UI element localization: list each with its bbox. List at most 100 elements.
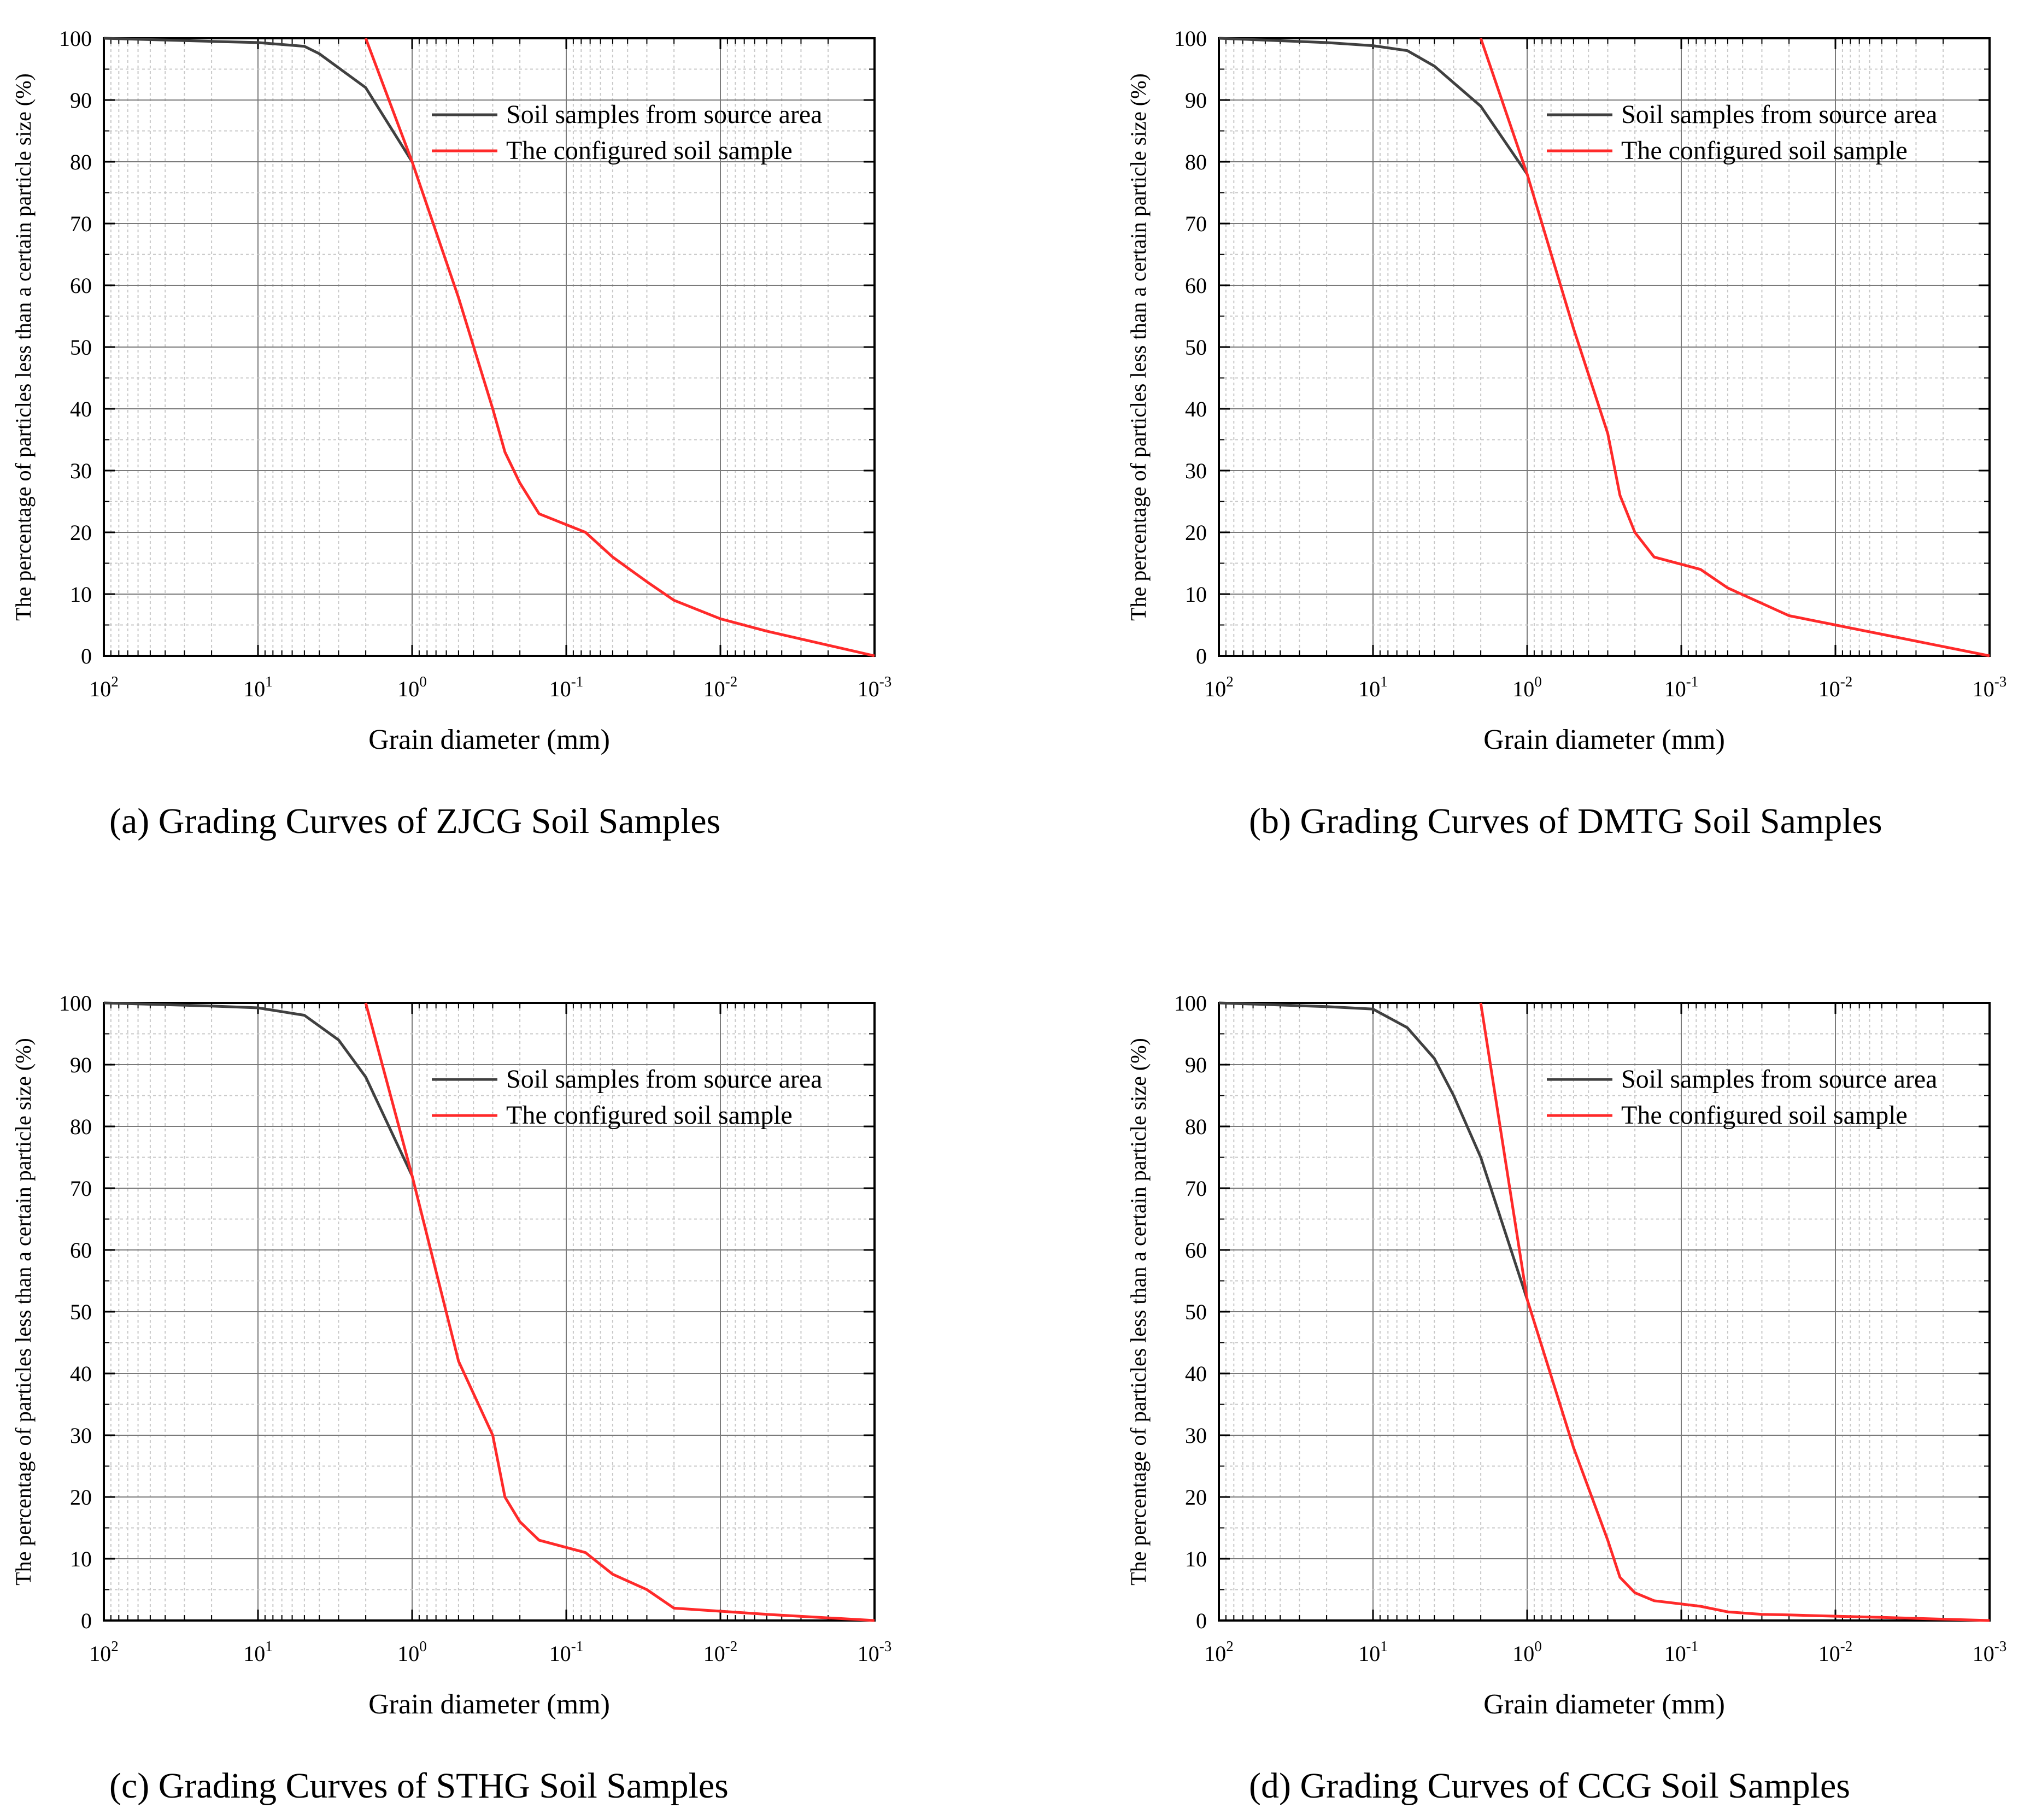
y-tick-label: 10 [1185, 582, 1207, 607]
x-tick-exponent: -3 [1994, 1638, 2007, 1654]
chart-panel-d: 102 101 100 10-1 10-2 10-3 0 10 20 30 40 50 60 70 80 90… [1115, 965, 2011, 1720]
x-tick-base: 10 [1358, 1641, 1380, 1666]
series-line-source [1218, 37, 1529, 175]
series-line-source [1218, 1001, 1529, 1300]
series-line-configured [1479, 38, 1990, 657]
y-tick-label: 20 [1185, 520, 1207, 545]
x-tick-label: 100 [397, 673, 427, 701]
chart-caption-a: (a) Grading Curves of ZJCG Soil Samples [109, 801, 721, 841]
y-tick-label: 90 [70, 88, 92, 113]
x-tick-label: 102 [89, 673, 119, 701]
y-axis-label: The percentage of particles less than a … [11, 73, 36, 621]
y-tick-label: 0 [81, 1608, 92, 1633]
chart-caption-d: (d) Grading Curves of CCG Soil Samples [1249, 1766, 1850, 1806]
legend-label: The configured soil sample [1621, 136, 1908, 165]
x-tick-base: 10 [1973, 677, 1994, 701]
y-tick-label: 30 [1185, 1423, 1207, 1448]
x-tick-exponent: -3 [879, 1638, 892, 1654]
x-tick-label: 101 [243, 673, 273, 701]
series-line-source [103, 1001, 414, 1177]
x-axis-label: Grain diameter (mm) [1483, 1689, 1725, 1720]
x-tick-label: 10-3 [858, 1638, 892, 1666]
x-tick-label: 10-1 [1664, 673, 1699, 701]
x-tick-label: 101 [243, 1638, 273, 1666]
x-tick-label: 10-3 [1973, 673, 2007, 701]
x-tick-base: 10 [1818, 677, 1840, 701]
legend-label: The configured soil sample [506, 136, 793, 165]
x-tick-base: 10 [703, 1641, 725, 1666]
grading-chart-b: 102 101 100 10-1 10-2 10-30102030405060708090… [1126, 26, 2007, 755]
y-tick-label: 70 [70, 212, 92, 236]
x-tick-label: 10-3 [1973, 1638, 2007, 1666]
x-tick-exponent: 1 [265, 1638, 273, 1654]
y-tick-label: 90 [1185, 1053, 1207, 1077]
y-tick-label: 0 [81, 644, 92, 668]
grid [1218, 1002, 1991, 1622]
x-tick-label: 10-2 [703, 1638, 738, 1666]
x-tick-label: 102 [1204, 1638, 1234, 1666]
x-tick-label: 102 [1204, 673, 1234, 701]
y-tick-label: 80 [70, 1114, 92, 1139]
x-tick-base: 10 [397, 677, 419, 701]
x-tick-label: 102 [89, 1638, 119, 1666]
x-tick-exponent: -1 [571, 1638, 584, 1654]
y-tick-label: 80 [1185, 150, 1207, 174]
x-tick-base: 10 [1204, 1641, 1226, 1666]
y-tick-label: 50 [70, 1300, 92, 1324]
x-tick-label: 10-1 [1664, 1638, 1699, 1666]
plot-frame [1218, 1002, 1991, 1622]
grading-chart-a: 102 101 100 10-1 10-2 10-30102030405060708090… [11, 26, 891, 755]
plot-frame [103, 1002, 876, 1622]
y-tick-label: 40 [70, 397, 92, 421]
x-axis-label: Grain diameter (mm) [368, 1689, 610, 1720]
chart-panel-b: 102 101 100 10-1 10-2 10-3 0 10 20 30 40 50 60 70 80 90… [1115, 0, 2011, 755]
x-axis-label: Grain diameter (mm) [1483, 724, 1725, 755]
x-tick-exponent: -2 [1840, 1638, 1853, 1654]
y-tick-label: 50 [1185, 1300, 1207, 1324]
y-tick-label: 90 [70, 1053, 92, 1077]
x-tick-exponent: 2 [111, 1638, 119, 1654]
y-tick-label: 40 [70, 1361, 92, 1386]
grid [1218, 37, 1991, 657]
x-tick-exponent: 0 [419, 1638, 427, 1654]
y-tick-label: 10 [1185, 1547, 1207, 1571]
plot-frame [103, 37, 876, 657]
grid [103, 37, 876, 657]
x-tick-label: 10-1 [549, 1638, 584, 1666]
y-axis-label: The percentage of particles less than a … [11, 1038, 36, 1586]
x-tick-label: 10-2 [703, 673, 738, 701]
x-tick-exponent: 1 [265, 673, 273, 690]
x-tick-label: 101 [1358, 1638, 1388, 1666]
y-tick-label: 60 [1185, 1238, 1207, 1263]
series-line-configured [364, 38, 875, 657]
chart-caption-c: (c) Grading Curves of STHG Soil Samples [109, 1766, 729, 1806]
y-tick-label: 60 [70, 1238, 92, 1263]
y-tick-label: 70 [1185, 212, 1207, 236]
x-tick-base: 10 [1358, 677, 1380, 701]
x-tick-exponent: -3 [1994, 673, 2007, 690]
x-tick-base: 10 [89, 677, 111, 701]
grading-chart-c: 102 101 100 10-1 10-2 10-30102030405060708090… [11, 991, 892, 1720]
x-tick-exponent: 2 [1226, 1638, 1234, 1654]
x-tick-exponent: 0 [1534, 1638, 1542, 1654]
y-tick-label: 100 [59, 26, 92, 51]
x-tick-base: 10 [1818, 1641, 1840, 1666]
x-tick-base: 10 [1664, 1641, 1686, 1666]
chart-caption-b: (b) Grading Curves of DMTG Soil Samples [1249, 801, 1882, 841]
y-tick-label: 40 [1185, 1361, 1207, 1386]
legend-label: The configured soil sample [1621, 1101, 1908, 1130]
y-tick-label: 90 [1185, 88, 1207, 113]
x-tick-base: 10 [1512, 1641, 1534, 1666]
chart-panel-c: 102 101 100 10-1 10-2 10-3 0 10 20 30 40 50 60 70 80 90… [0, 965, 896, 1720]
x-tick-label: 100 [1512, 1638, 1542, 1666]
legend-label: Soil samples from source area [506, 1065, 822, 1094]
x-tick-label: 10-1 [549, 673, 584, 701]
x-axis-label: Grain diameter (mm) [368, 724, 610, 755]
x-tick-base: 10 [243, 1641, 265, 1666]
y-tick-label: 20 [70, 1485, 92, 1510]
y-tick-label: 80 [70, 150, 92, 174]
legend-label: Soil samples from source area [1621, 100, 1937, 129]
x-tick-exponent: -2 [1840, 673, 1853, 690]
x-tick-label: 100 [397, 1638, 427, 1666]
x-tick-exponent: -1 [1686, 673, 1699, 690]
